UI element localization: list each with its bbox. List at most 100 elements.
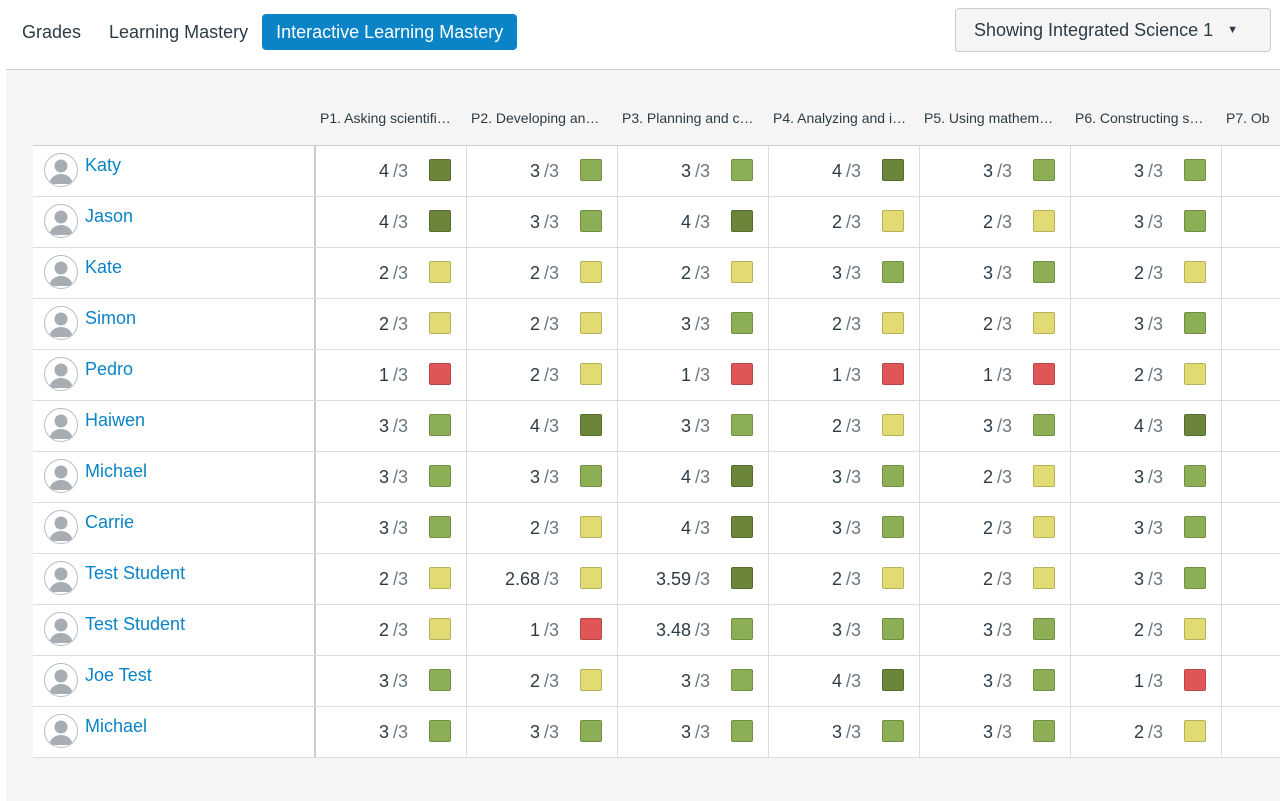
score-cell[interactable]: 2/3 — [920, 299, 1071, 349]
score-cell[interactable]: 2/3 — [316, 248, 467, 298]
score-cell[interactable]: 3/3 — [618, 299, 769, 349]
score-cell[interactable]: 2/3 — [1071, 707, 1222, 757]
score-value: 2 — [1133, 722, 1144, 742]
score-value: 2 — [982, 569, 993, 589]
score-cell[interactable]: 3/3 — [316, 401, 467, 451]
score-cell[interactable]: 2/3 — [920, 554, 1071, 604]
score-cell-empty — [1222, 452, 1280, 502]
score-cell[interactable]: 2/3 — [769, 197, 920, 247]
student-name-link[interactable]: Joe Test — [85, 665, 152, 685]
score-cell[interactable]: 3/3 — [316, 503, 467, 553]
student-name-link[interactable]: Michael — [85, 461, 148, 481]
student-name-link[interactable]: Pedro — [85, 359, 134, 379]
score-cell[interactable]: 3/3 — [920, 656, 1071, 706]
tab-learning-mastery[interactable]: Learning Mastery — [109, 22, 249, 42]
score-cell[interactable]: 1/3 — [1071, 656, 1222, 706]
score-cell[interactable]: 2/3 — [467, 350, 618, 400]
score-cell[interactable]: 4/3 — [316, 146, 467, 196]
student-name-link[interactable]: Katy — [85, 155, 122, 175]
score-cell[interactable]: 3/3 — [769, 248, 920, 298]
score-cell[interactable]: 3/3 — [769, 503, 920, 553]
score-cell[interactable]: 3/3 — [618, 656, 769, 706]
tab-grades[interactable]: Grades — [22, 22, 82, 42]
score-cell[interactable]: 2/3 — [316, 299, 467, 349]
score-cell[interactable]: 2/3 — [1071, 248, 1222, 298]
score-cell[interactable]: 2/3 — [467, 248, 618, 298]
score-cell[interactable]: 3/3 — [316, 656, 467, 706]
score-cell[interactable]: 3/3 — [920, 248, 1071, 298]
score-cell[interactable]: 4/3 — [769, 146, 920, 196]
score-cell[interactable]: 4/3 — [1071, 401, 1222, 451]
score-cell[interactable]: 3/3 — [920, 707, 1071, 757]
score-cell[interactable]: 3/3 — [1071, 197, 1222, 247]
score-cell[interactable]: 2/3 — [769, 401, 920, 451]
score-cell[interactable]: 1/3 — [467, 605, 618, 655]
student-name-link[interactable]: Carrie — [85, 512, 135, 532]
score-cell[interactable]: 3/3 — [769, 707, 920, 757]
student-name-link[interactable]: Kate — [85, 257, 123, 277]
score-cell[interactable]: 2/3 — [467, 299, 618, 349]
score-cell[interactable]: 3/3 — [1071, 146, 1222, 196]
score-cell[interactable]: 2/3 — [920, 452, 1071, 502]
score-cell[interactable]: 3/3 — [467, 197, 618, 247]
score-cell[interactable]: 4/3 — [769, 656, 920, 706]
score-cell[interactable]: 3/3 — [769, 605, 920, 655]
outcome-header-3[interactable]: P3. Planning and c… — [622, 110, 754, 126]
score-cell[interactable]: 3/3 — [1071, 299, 1222, 349]
score-cell[interactable]: 2/3 — [467, 656, 618, 706]
score-cell[interactable]: 2.68/3 — [467, 554, 618, 604]
score-cell[interactable]: 4/3 — [618, 452, 769, 502]
score-cell-empty — [1222, 656, 1280, 706]
score-cell[interactable]: 3/3 — [618, 401, 769, 451]
student-name-link[interactable]: Jason — [85, 206, 134, 226]
score-cell[interactable]: 1/3 — [769, 350, 920, 400]
score-cell[interactable]: 3.59/3 — [618, 554, 769, 604]
score-cell[interactable]: 2/3 — [769, 554, 920, 604]
score-cell[interactable]: 3/3 — [618, 707, 769, 757]
score-cell[interactable]: 2/3 — [920, 503, 1071, 553]
score-out-of: /3 — [1148, 722, 1164, 742]
outcome-header-4[interactable]: P4. Analyzing and i… — [773, 110, 907, 126]
score-cell[interactable]: 2/3 — [467, 503, 618, 553]
score-cell[interactable]: 2/3 — [1071, 350, 1222, 400]
outcome-header-6[interactable]: P6. Constructing s… — [1075, 110, 1204, 126]
score-cell[interactable]: 3/3 — [467, 452, 618, 502]
outcome-header-1[interactable]: P1. Asking scientifi… — [320, 110, 451, 126]
student-name-link[interactable]: Haiwen — [85, 410, 146, 430]
student-name-link[interactable]: Test Student — [85, 563, 186, 583]
score-cell[interactable]: 3/3 — [316, 707, 467, 757]
score-cell[interactable]: 3/3 — [920, 146, 1071, 196]
score-cell[interactable]: 3/3 — [467, 146, 618, 196]
outcome-header-7[interactable]: P7. Ob — [1226, 110, 1270, 126]
score-cell[interactable]: 2/3 — [618, 248, 769, 298]
score-cell[interactable]: 4/3 — [618, 503, 769, 553]
outcome-header-2[interactable]: P2. Developing an… — [471, 110, 600, 126]
score-cell[interactable]: 1/3 — [920, 350, 1071, 400]
tab-interactive-learning-mastery[interactable]: Interactive Learning Mastery — [262, 14, 518, 50]
score-cell[interactable]: 3/3 — [769, 452, 920, 502]
score-cell[interactable]: 4/3 — [467, 401, 618, 451]
score-cell[interactable]: 4/3 — [316, 197, 467, 247]
score-cell[interactable]: 3/3 — [920, 401, 1071, 451]
score-cell[interactable]: 2/3 — [920, 197, 1071, 247]
score-cell[interactable]: 1/3 — [618, 350, 769, 400]
score-cell[interactable]: 3/3 — [1071, 554, 1222, 604]
score-cell[interactable]: 1/3 — [316, 350, 467, 400]
student-name-link[interactable]: Michael — [85, 716, 148, 736]
score-cell[interactable]: 3.48/3 — [618, 605, 769, 655]
score-cell[interactable]: 2/3 — [316, 605, 467, 655]
section-select-button[interactable]: Showing Integrated Science 1 ▼ — [955, 8, 1271, 52]
score-cell[interactable]: 3/3 — [316, 452, 467, 502]
score-cell[interactable]: 2/3 — [769, 299, 920, 349]
student-name-link[interactable]: Test Student — [85, 614, 186, 634]
score-cell[interactable]: 2/3 — [316, 554, 467, 604]
student-name-link[interactable]: Simon — [85, 308, 137, 328]
outcome-header-5[interactable]: P5. Using mathem… — [924, 110, 1054, 126]
score-cell[interactable]: 3/3 — [920, 605, 1071, 655]
score-cell[interactable]: 2/3 — [1071, 605, 1222, 655]
score-cell[interactable]: 3/3 — [467, 707, 618, 757]
score-cell[interactable]: 3/3 — [618, 146, 769, 196]
score-cell[interactable]: 3/3 — [1071, 452, 1222, 502]
score-cell[interactable]: 4/3 — [618, 197, 769, 247]
score-cell[interactable]: 3/3 — [1071, 503, 1222, 553]
